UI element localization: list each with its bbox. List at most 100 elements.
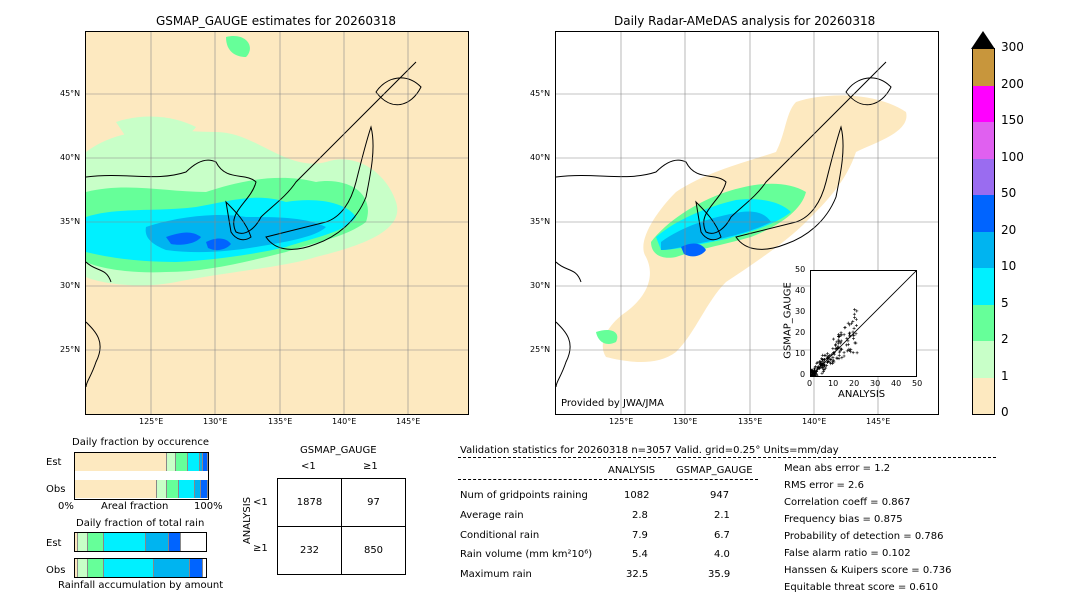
colorbar-segment (973, 231, 994, 268)
row-volume-gsmap: 4.0 (714, 549, 730, 560)
right-lat-25: 25°N (530, 345, 551, 354)
right-lon-145: 145°E (866, 417, 891, 426)
scatter-point (826, 354, 830, 358)
scatter-x-tick: 40 (891, 379, 902, 388)
fraction-segment (157, 480, 167, 498)
rain-axis-xlabel: Rainfall accumulation by amount (58, 580, 224, 591)
rain-fraction-title: Daily fraction of total rain (76, 518, 205, 529)
right-map-title: Daily Radar-AMeDAS analysis for 20260318 (614, 14, 876, 28)
occ-obs-label: Obs (46, 484, 66, 495)
scatter-point (823, 357, 827, 361)
scatter-y-tick: 10 (795, 349, 806, 358)
scatter-point (837, 335, 841, 339)
left-map-canvas (86, 32, 468, 414)
scatter-point (826, 360, 830, 364)
right-lon-135: 135°E (738, 417, 763, 426)
scatter-point (814, 372, 818, 376)
scatter-point (824, 353, 828, 357)
scatter-point (849, 347, 853, 351)
fraction-segment (194, 480, 202, 498)
scatter-point (852, 326, 856, 330)
right-lat-40: 40°N (530, 153, 551, 162)
colorbar-tick-label: 20 (1001, 222, 1017, 237)
scatter-point (816, 365, 820, 369)
left-lon-145: 145°E (396, 417, 421, 426)
scatter-point (829, 357, 833, 361)
colorbar-segment (973, 158, 994, 195)
scatter-point (825, 360, 829, 364)
fraction-segment (103, 559, 154, 577)
cell-lt1-ge1: 97 (341, 478, 406, 527)
left-lat-25: 25°N (60, 345, 81, 354)
colorbar-tick-label: 2 (1001, 332, 1009, 346)
scatter-point (843, 326, 847, 330)
scatter-point (813, 365, 817, 369)
scatter-point (845, 349, 849, 353)
scatter-point (840, 356, 844, 360)
left-map-gridlines (86, 32, 468, 414)
contingency-col-title: GSMAP_GAUGE (300, 445, 377, 456)
contingency-row-ge1: ≥1 (253, 543, 268, 554)
scatter-point (852, 312, 856, 316)
scatter-point (825, 357, 829, 361)
fraction-segment (201, 480, 208, 498)
scatter-point (855, 309, 859, 313)
scatter-point (812, 369, 816, 373)
scatter-point (846, 343, 850, 347)
scatter-point (853, 308, 857, 312)
fraction-segment (166, 480, 179, 498)
scatter-x-tick: 30 (870, 379, 881, 388)
fraction-segment (202, 453, 208, 471)
colorbar-over-arrow (971, 31, 995, 49)
occ-est-label: Est (46, 457, 62, 468)
scatter-point (820, 353, 824, 357)
occ-axis-left: 0% (58, 501, 74, 512)
row-conditional-label: Conditional rain (460, 530, 540, 541)
row-conditional-analysis: 7.9 (632, 530, 648, 541)
scatter-point (837, 350, 841, 354)
scatter-point (837, 353, 841, 357)
row-conditional-gsmap: 6.7 (714, 530, 730, 541)
colorbar-segment (973, 304, 994, 341)
fraction-segment (188, 453, 201, 471)
right-map-canvas (556, 32, 938, 414)
fraction-segment (88, 559, 104, 577)
row-max-gsmap: 35.9 (708, 569, 731, 580)
col-gsmap-header: GSMAP_GAUGE (676, 465, 753, 476)
scatter-point (848, 335, 852, 339)
colorbar-tick-label: 0 (1001, 405, 1009, 419)
scatter-point (834, 343, 838, 347)
scatter-point (832, 358, 836, 362)
right-lon-130: 130°E (673, 417, 698, 426)
scatter-point (816, 367, 820, 371)
row-gridpoints-analysis: 1082 (624, 490, 650, 501)
scatter-point (846, 339, 850, 343)
fraction-segment (166, 453, 177, 471)
scatter-point (835, 340, 839, 344)
contingency-col-lt1: <1 (301, 461, 316, 472)
scatter-point (824, 366, 828, 370)
scatter-ylabel: GSMAP_GAUGE (782, 282, 794, 359)
scatter-point (837, 338, 841, 342)
scatter-point (830, 353, 834, 357)
score-far: False alarm ratio = 0.102 (784, 548, 911, 559)
scatter-point (847, 348, 851, 352)
left-lat-40: 40°N (60, 153, 81, 162)
occ-axis-xlabel: Areal fraction (101, 501, 169, 512)
fraction-segment (176, 453, 189, 471)
occurrence-title: Daily fraction by occurence (72, 437, 210, 448)
data-credit: Provided by JWA/JMA (561, 398, 664, 409)
right-map-gridlines (556, 32, 938, 414)
rain-obs-bar (74, 558, 207, 578)
validation-subdivider (458, 479, 758, 480)
colorbar-segment (973, 49, 994, 86)
left-lon-135: 135°E (268, 417, 293, 426)
left-lon-130: 130°E (203, 417, 228, 426)
scatter-point (851, 330, 855, 334)
fraction-segment (88, 533, 104, 551)
scatter-point (839, 347, 843, 351)
scatter-canvas (809, 270, 917, 378)
scatter-point (820, 371, 824, 375)
scatter-point (818, 362, 822, 366)
occ-obs-bar (75, 480, 208, 498)
